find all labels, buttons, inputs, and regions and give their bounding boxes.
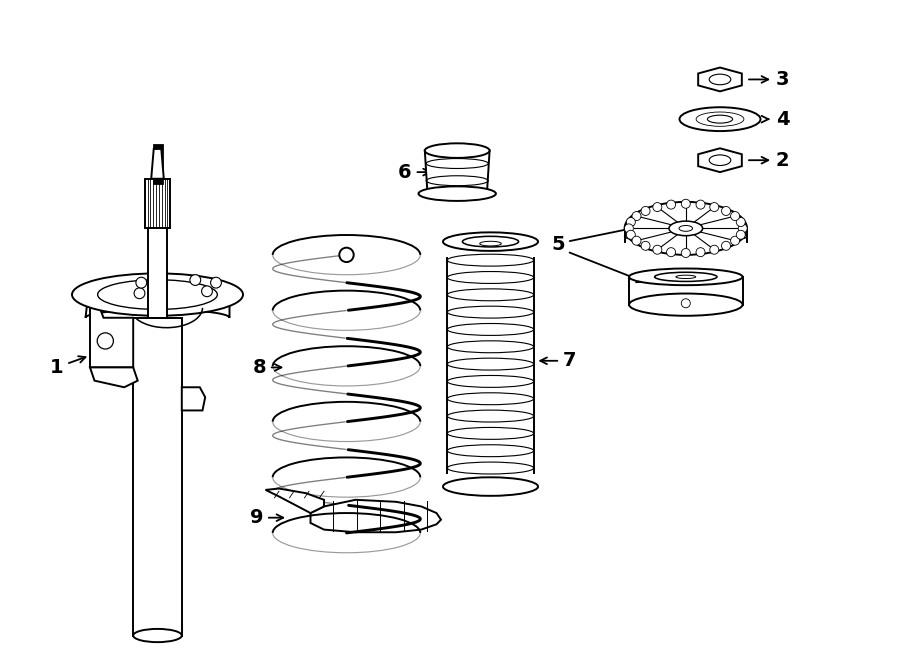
Ellipse shape — [418, 186, 496, 201]
Text: 8: 8 — [252, 358, 282, 377]
Circle shape — [722, 207, 731, 215]
Polygon shape — [145, 179, 170, 228]
Circle shape — [681, 299, 690, 308]
Ellipse shape — [443, 477, 538, 496]
Circle shape — [731, 212, 740, 220]
Ellipse shape — [709, 74, 731, 85]
Polygon shape — [90, 367, 138, 387]
Circle shape — [710, 245, 719, 254]
Ellipse shape — [425, 143, 490, 158]
Circle shape — [632, 236, 641, 245]
Ellipse shape — [669, 221, 703, 236]
Circle shape — [626, 218, 635, 226]
Polygon shape — [425, 151, 490, 193]
Circle shape — [736, 230, 745, 239]
Circle shape — [625, 224, 634, 233]
Text: 3: 3 — [749, 70, 789, 89]
Circle shape — [211, 277, 221, 288]
Ellipse shape — [133, 629, 182, 642]
Circle shape — [696, 200, 705, 209]
Circle shape — [681, 248, 690, 258]
Circle shape — [641, 207, 650, 215]
Ellipse shape — [680, 226, 692, 231]
Ellipse shape — [629, 269, 742, 285]
Circle shape — [681, 199, 690, 209]
Circle shape — [736, 218, 745, 226]
Text: 5: 5 — [551, 236, 565, 254]
Polygon shape — [90, 301, 133, 367]
Text: 2: 2 — [749, 151, 789, 169]
Circle shape — [202, 286, 212, 297]
Polygon shape — [151, 149, 164, 179]
Polygon shape — [698, 68, 742, 91]
Polygon shape — [148, 209, 167, 318]
Ellipse shape — [707, 115, 733, 123]
Polygon shape — [86, 295, 230, 318]
Text: 4: 4 — [761, 110, 789, 128]
Text: 6: 6 — [398, 163, 430, 181]
Circle shape — [710, 203, 719, 212]
Text: 1: 1 — [50, 356, 86, 377]
Ellipse shape — [463, 236, 518, 247]
Ellipse shape — [443, 232, 538, 251]
Circle shape — [696, 248, 705, 257]
Ellipse shape — [629, 293, 742, 316]
Polygon shape — [310, 500, 441, 532]
Circle shape — [626, 230, 635, 239]
Polygon shape — [133, 318, 182, 636]
Ellipse shape — [625, 202, 747, 255]
Circle shape — [134, 288, 145, 299]
Ellipse shape — [654, 272, 717, 281]
Polygon shape — [266, 489, 324, 513]
Text: 9: 9 — [250, 508, 284, 527]
Circle shape — [652, 245, 662, 254]
Circle shape — [641, 242, 650, 250]
Circle shape — [190, 275, 201, 285]
Circle shape — [667, 200, 676, 209]
Ellipse shape — [680, 107, 760, 131]
Circle shape — [722, 242, 731, 250]
Ellipse shape — [709, 155, 731, 166]
Circle shape — [731, 236, 740, 245]
Text: 7: 7 — [540, 352, 577, 370]
Circle shape — [632, 212, 641, 220]
Circle shape — [339, 248, 354, 262]
Ellipse shape — [72, 273, 243, 316]
Polygon shape — [698, 148, 742, 172]
Circle shape — [136, 277, 147, 288]
Circle shape — [667, 248, 676, 257]
Circle shape — [738, 224, 747, 233]
Polygon shape — [182, 387, 205, 410]
Circle shape — [652, 203, 662, 212]
